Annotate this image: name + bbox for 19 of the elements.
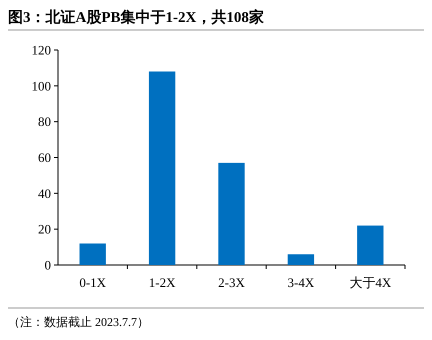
bar xyxy=(148,72,176,265)
y-tick-label: 100 xyxy=(32,78,51,94)
y-tick-label: 40 xyxy=(38,186,51,201)
bar xyxy=(80,244,106,265)
x-tick-label: 3-4X xyxy=(288,275,315,290)
x-tick-label: 2-3X xyxy=(218,275,246,290)
y-tick-label: 60 xyxy=(38,150,51,165)
bar xyxy=(288,254,314,265)
text: （注：数据截止 2023.7.7） xyxy=(8,315,149,329)
y-tick-label: 20 xyxy=(38,222,51,237)
bar xyxy=(357,226,384,265)
x-tick-label: 0-1X xyxy=(79,275,107,290)
y-tick-label: 80 xyxy=(38,114,51,130)
x-tick-label: 1-2X xyxy=(148,275,176,290)
chart-title: 图3：北证A股PB集中于1-2X，共108家 xyxy=(8,8,264,26)
x-tick-label: 大于4X xyxy=(349,275,392,290)
y-tick-label: 0 xyxy=(44,258,51,272)
y-tick-label: 120 xyxy=(32,42,51,58)
bar xyxy=(218,162,245,265)
